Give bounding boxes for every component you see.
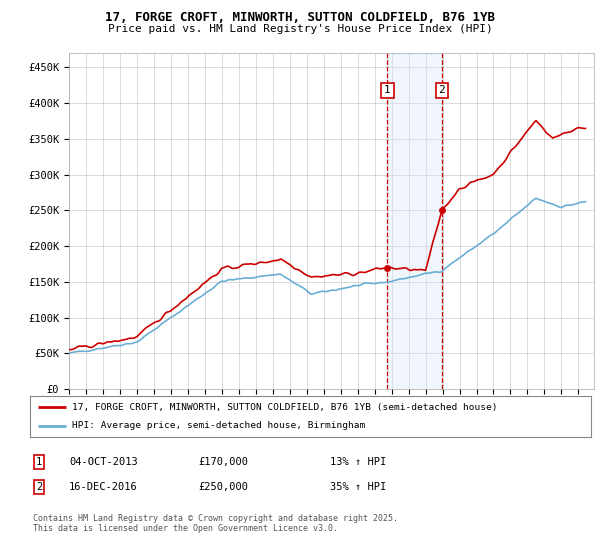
Text: HPI: Average price, semi-detached house, Birmingham: HPI: Average price, semi-detached house,… — [72, 422, 365, 431]
Text: 1: 1 — [384, 85, 391, 95]
Text: 35% ↑ HPI: 35% ↑ HPI — [330, 482, 386, 492]
Text: 17, FORGE CROFT, MINWORTH, SUTTON COLDFIELD, B76 1YB: 17, FORGE CROFT, MINWORTH, SUTTON COLDFI… — [105, 11, 495, 24]
Text: 13% ↑ HPI: 13% ↑ HPI — [330, 457, 386, 467]
Text: 17, FORGE CROFT, MINWORTH, SUTTON COLDFIELD, B76 1YB (semi-detached house): 17, FORGE CROFT, MINWORTH, SUTTON COLDFI… — [72, 403, 497, 412]
Text: Price paid vs. HM Land Registry's House Price Index (HPI): Price paid vs. HM Land Registry's House … — [107, 24, 493, 34]
Text: £250,000: £250,000 — [198, 482, 248, 492]
Text: 04-OCT-2013: 04-OCT-2013 — [69, 457, 138, 467]
Bar — [388, 53, 442, 389]
Text: 2: 2 — [36, 482, 42, 492]
Text: Contains HM Land Registry data © Crown copyright and database right 2025.
This d: Contains HM Land Registry data © Crown c… — [33, 514, 398, 534]
Text: 16-DEC-2016: 16-DEC-2016 — [69, 482, 138, 492]
Text: 1: 1 — [36, 457, 42, 467]
Text: 2: 2 — [439, 85, 445, 95]
Text: £170,000: £170,000 — [198, 457, 248, 467]
